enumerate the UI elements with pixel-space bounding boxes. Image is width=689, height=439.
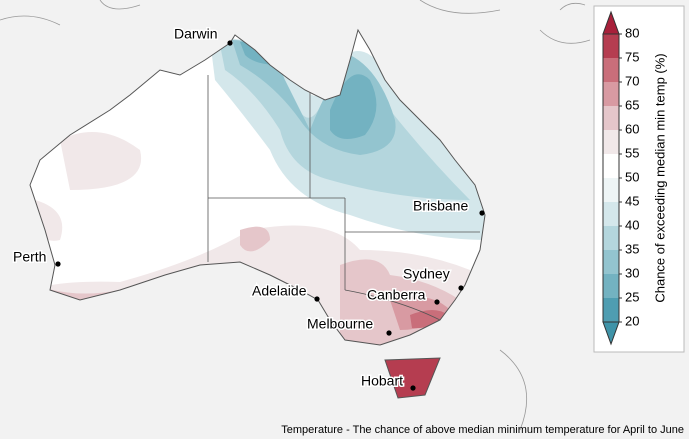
coastline — [29, 28, 486, 346]
colorbar-tick-label: 75 — [625, 49, 639, 64]
city-label: Adelaide — [252, 283, 307, 299]
city-dot — [410, 385, 416, 391]
colorbar-tick-label: 20 — [625, 313, 639, 328]
city-dot — [479, 210, 485, 216]
colorbar-tick-label: 55 — [625, 145, 639, 160]
cities: Darwin Perth Adelaide Melbourne Canberra Sydn… — [12, 24, 485, 391]
colorbar-segment — [603, 82, 619, 106]
city-dot — [314, 296, 320, 302]
colorbar-segment — [603, 58, 619, 82]
city-label: Melbourne — [307, 316, 373, 332]
colorbar-segment — [603, 298, 619, 322]
caption: Temperature - The chance of above median… — [281, 424, 684, 436]
city-label: Perth — [13, 249, 46, 265]
city-dot — [458, 285, 464, 291]
colorbar-tick-label: 45 — [625, 193, 639, 208]
colorbar-tick-label: 65 — [625, 97, 639, 112]
city-dot — [227, 40, 233, 46]
city-label: Brisbane — [413, 198, 468, 214]
city-label: Sydney — [403, 266, 450, 282]
colorbar-segment — [603, 226, 619, 250]
distant-coast — [0, 0, 591, 431]
colorbar-segment — [603, 34, 619, 58]
colorbar-segment — [603, 106, 619, 130]
colorbar-tick-label: 25 — [625, 289, 639, 304]
city-label: Darwin — [174, 26, 218, 42]
colorbar-tick-label: 40 — [625, 217, 639, 232]
colorbar-segment — [603, 274, 619, 298]
legend-label: Chance of exceeding median min temp (%) — [652, 53, 667, 302]
colorbar-tick-label: 50 — [625, 169, 639, 184]
city-dot — [55, 261, 61, 267]
colorbar-segment — [603, 178, 619, 202]
city-dot — [386, 330, 392, 336]
city-label: Canberra — [367, 287, 426, 303]
colorbar-tick-label: 35 — [625, 241, 639, 256]
colorbar-segment — [603, 250, 619, 274]
colorbar-segment — [603, 154, 619, 178]
colorbar-segment — [603, 202, 619, 226]
legend: Chance of exceeding median min temp (%) … — [593, 5, 685, 353]
city-dot — [434, 299, 440, 305]
colorbar-tick-label: 80 — [625, 25, 639, 40]
colorbar-tick-label: 60 — [625, 121, 639, 136]
city-label: Hobart — [361, 373, 403, 389]
colorbar-tick-label: 70 — [625, 73, 639, 88]
colorbar-tick-label: 30 — [625, 265, 639, 280]
tasmania — [384, 357, 441, 399]
colorbar-segment — [603, 130, 619, 154]
